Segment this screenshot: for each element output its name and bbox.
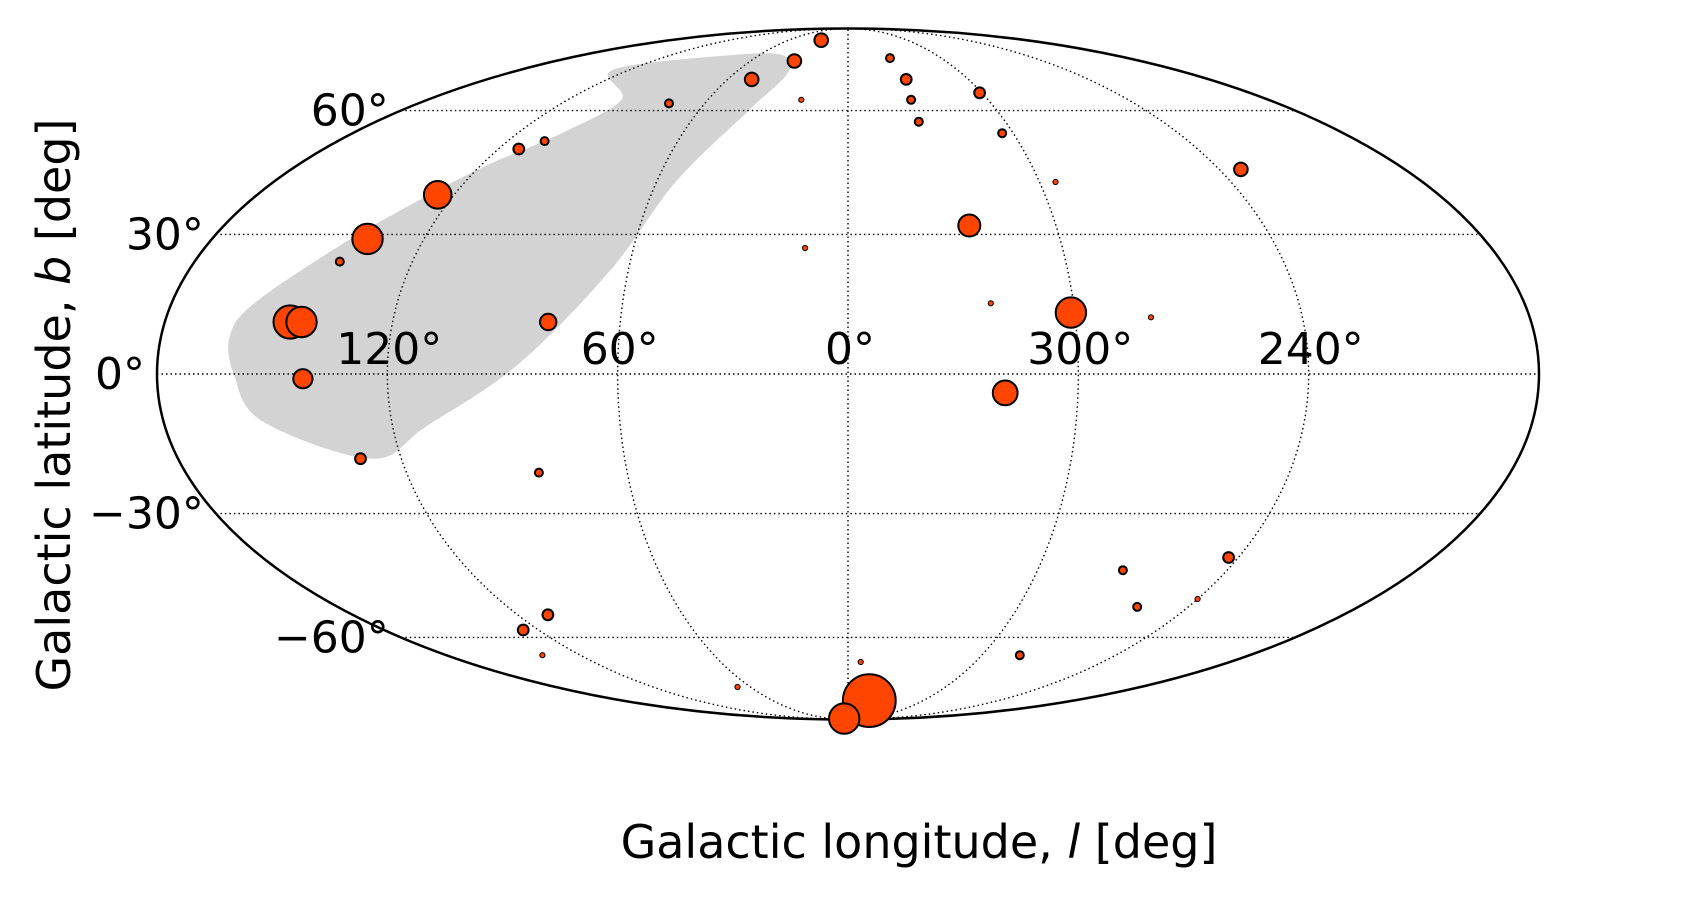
- data-point: [1117, 565, 1128, 576]
- x-tick-label: 60°: [581, 324, 659, 375]
- data-point: [354, 452, 367, 466]
- meridian-gridline: [847, 27, 1079, 721]
- data-point: [798, 96, 805, 103]
- tick-labels-layer: 120° 60° 0° 300° 240° 60° 30° 0° −30° −60°: [89, 86, 1364, 664]
- data-point: [664, 98, 674, 109]
- x-tick-label: 300°: [1027, 324, 1133, 375]
- data-point: [539, 312, 558, 332]
- data-point: [1014, 650, 1025, 661]
- data-point: [516, 623, 530, 637]
- data-point: [1222, 551, 1235, 564]
- x-tick-label: 240°: [1258, 324, 1364, 375]
- x-tick-label: 0°: [825, 324, 875, 375]
- data-point: [991, 379, 1019, 407]
- data-point: [285, 305, 318, 339]
- data-point: [973, 86, 986, 100]
- x-tick-label: 120°: [336, 324, 442, 375]
- shaded-region-layer: [228, 53, 792, 459]
- y-tick-label: 30°: [126, 209, 204, 260]
- data-point: [539, 136, 550, 147]
- data-point: [512, 142, 526, 156]
- data-point: [422, 180, 453, 210]
- data-point: [957, 213, 982, 238]
- data-point: [906, 94, 917, 105]
- data-point: [351, 222, 384, 256]
- data-point: [734, 683, 741, 691]
- shaded-region: [228, 53, 792, 459]
- data-point: [813, 32, 830, 49]
- data-point: [1233, 161, 1249, 178]
- data-point: [743, 71, 760, 88]
- data-point: [913, 116, 924, 127]
- data-point: [857, 658, 864, 666]
- data-point: [1132, 601, 1143, 612]
- data-point: [997, 128, 1008, 139]
- data-point: [1052, 178, 1059, 186]
- data-point: [1147, 314, 1155, 321]
- y-tick-label: −30°: [89, 489, 204, 540]
- y-axis-label: Galactic latitude, b [deg]: [27, 119, 81, 692]
- y-tick-label: 60°: [311, 86, 389, 137]
- data-points-layer: [272, 32, 1249, 735]
- data-point: [786, 53, 803, 69]
- y-tick-label: −60°: [274, 612, 389, 663]
- data-point: [541, 608, 555, 622]
- data-point: [539, 652, 546, 659]
- data-point: [533, 467, 544, 478]
- data-point: [885, 53, 895, 64]
- data-point: [802, 244, 809, 252]
- data-point: [292, 368, 314, 390]
- data-point: [828, 702, 861, 735]
- data-point: [334, 256, 345, 267]
- data-point: [987, 300, 994, 307]
- meridian-gridline: [847, 27, 1310, 721]
- data-point: [899, 73, 913, 86]
- data-point: [1054, 296, 1088, 329]
- y-tick-label: 0°: [95, 349, 145, 400]
- x-axis-label: Galactic longitude, l [deg]: [621, 815, 1218, 869]
- grid-layer: [157, 27, 1539, 721]
- data-point: [1194, 595, 1201, 603]
